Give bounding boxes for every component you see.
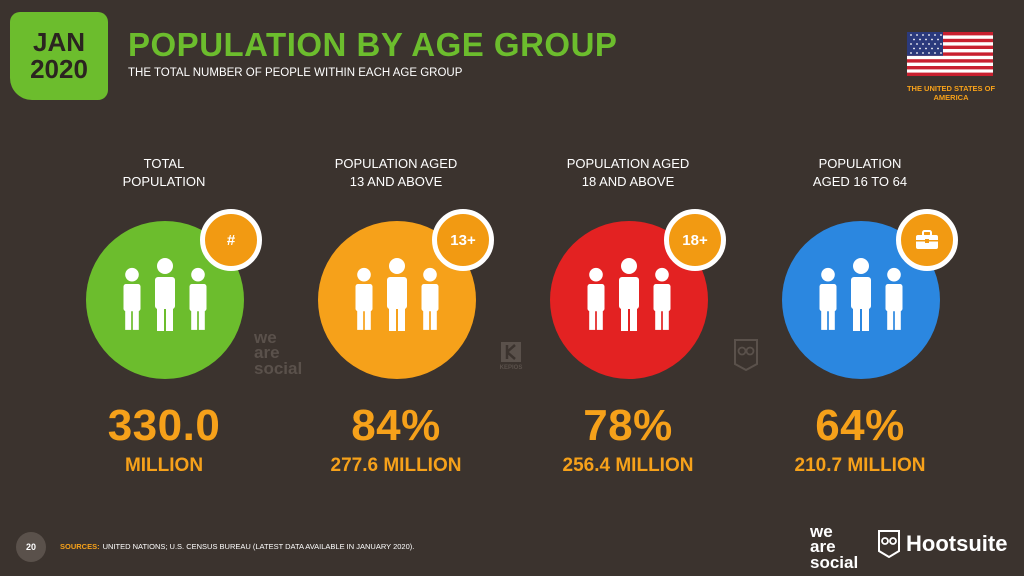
sources-note: SOURCES: UNITED NATIONS; U.S. CENSUS BURE… bbox=[60, 542, 414, 551]
stat-heading-line-1: POPULATION AGED bbox=[566, 156, 690, 171]
person-icon bbox=[123, 267, 141, 330]
stat-heading: POPULATION AGED 16 TO 64 bbox=[750, 155, 970, 199]
person-icon bbox=[885, 267, 903, 330]
person-icon bbox=[189, 267, 207, 330]
stat-aged-16-to-64: POPULATION AGED 16 TO 64 64% 21 bbox=[750, 155, 970, 476]
person-icon bbox=[851, 258, 871, 331]
kepios-watermark: KEPIOS bbox=[496, 340, 526, 372]
person-icon bbox=[619, 258, 639, 331]
date-month: JAN bbox=[32, 26, 85, 57]
stat-heading-line-2: 13 AND ABOVE bbox=[349, 173, 443, 189]
date-badge: JAN 2020 bbox=[10, 12, 108, 100]
hootsuite-logo: Hootsuite bbox=[878, 530, 1007, 558]
stat-aged-13-above: POPULATION AGED 13 AND ABOVE 13+ 84% 277… bbox=[286, 155, 506, 476]
stat-subvalue: 256.4 MILLION bbox=[562, 455, 694, 476]
hash-icon: # bbox=[200, 209, 262, 271]
watermark-social: social bbox=[254, 358, 303, 378]
sources-text: UNITED NATIONS; U.S. CENSUS BUREAU (LATE… bbox=[102, 542, 415, 551]
we-are-social-logo: we are social bbox=[810, 522, 859, 572]
watermark-are: are bbox=[254, 343, 280, 363]
country-label: THE UNITED STATES OF AMERICA bbox=[906, 84, 996, 102]
page-number: 20 bbox=[16, 532, 46, 562]
stat-subvalue: 277.6 MILLION bbox=[330, 455, 462, 476]
person-icon bbox=[819, 267, 837, 330]
stat-heading: POPULATION AGED 13 AND ABOVE bbox=[286, 155, 506, 199]
stat-value: 64% bbox=[815, 401, 905, 450]
stat-value: 330.0 bbox=[107, 401, 221, 450]
person-icon bbox=[155, 258, 175, 331]
age-badge: 13+ bbox=[432, 209, 494, 271]
stat-total-population: TOTAL POPULATION # 330.0 MILLION bbox=[54, 155, 274, 476]
person-icon bbox=[355, 267, 373, 330]
stat-subvalue: 210.7 MILLION bbox=[794, 455, 926, 476]
brand-social: social bbox=[810, 552, 859, 572]
brand-are: are bbox=[810, 537, 836, 557]
stat-heading-line-1: POPULATION bbox=[818, 156, 902, 171]
sources-label: SOURCES: bbox=[60, 542, 100, 551]
person-icon bbox=[387, 258, 407, 331]
watermark-kepios: KEPIOS bbox=[499, 365, 523, 372]
stat-heading-line-2: 18 AND ABOVE bbox=[581, 173, 675, 189]
stat-heading-line-1: TOTAL bbox=[143, 156, 185, 171]
watermark-we: we bbox=[254, 328, 277, 347]
date-year: 2020 bbox=[30, 54, 88, 84]
stat-aged-18-above: POPULATION AGED 18 AND ABOVE 18+ 78% 256… bbox=[518, 155, 738, 476]
us-flag-icon bbox=[907, 32, 993, 76]
briefcase-icon bbox=[896, 209, 958, 271]
age-badge: 18+ bbox=[664, 209, 726, 271]
stat-value: 84% bbox=[351, 401, 441, 450]
person-icon bbox=[653, 267, 671, 330]
we-are-social-watermark: we are social bbox=[254, 328, 303, 378]
person-icon bbox=[587, 267, 605, 330]
brand-hootsuite: Hootsuite bbox=[906, 531, 1008, 556]
stat-heading-line-2: POPULATION bbox=[122, 173, 206, 189]
person-icon bbox=[421, 267, 439, 330]
stat-value: 78% bbox=[583, 401, 673, 450]
owl-icon bbox=[878, 530, 900, 558]
kepios-logo-icon bbox=[501, 342, 521, 362]
stat-heading-line-2: AGED 16 TO 64 bbox=[812, 173, 908, 189]
page-subtitle: THE TOTAL NUMBER OF PEOPLE WITHIN EACH A… bbox=[128, 67, 463, 79]
stat-heading-line-1: POPULATION AGED bbox=[334, 156, 458, 171]
stat-heading: POPULATION AGED 18 AND ABOVE bbox=[518, 155, 738, 199]
stat-heading: TOTAL POPULATION bbox=[54, 155, 274, 199]
hootsuite-watermark-icon bbox=[734, 339, 758, 372]
brand-we: we bbox=[810, 522, 833, 541]
page-title: POPULATION BY AGE GROUP bbox=[128, 26, 618, 63]
stat-subvalue: MILLION bbox=[124, 455, 204, 476]
